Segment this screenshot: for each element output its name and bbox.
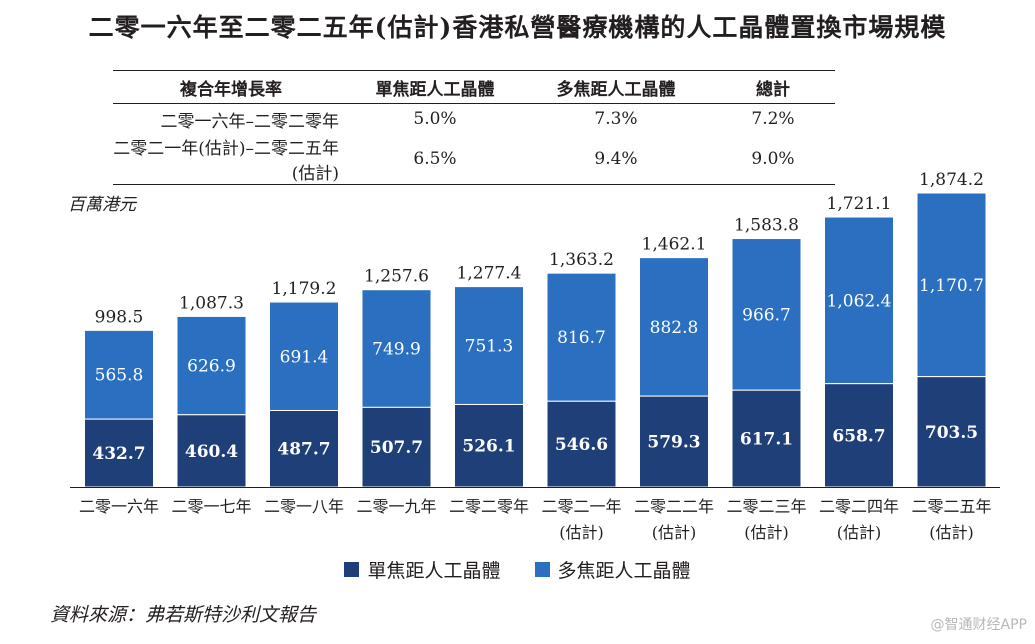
x-tick-label: 二零二四年 [819,497,899,516]
bar-segment-mono [824,383,894,488]
data-label-total: 998.5 [95,307,144,327]
data-label-mono: 658.7 [832,426,885,446]
x-tick-label: (估計) [652,523,697,542]
cagr-row: 二零二一年(估計)–二零二五年(估計) 6.5% 9.4% 9.0% [113,134,835,185]
data-label-mono: 703.5 [925,423,978,443]
bar-segment-mono [84,418,154,488]
x-tick-label: (估計) [929,523,974,542]
cagr-header-label: 複合年增長率 [180,79,282,100]
data-label-total: 1,721.1 [827,194,892,214]
x-tick-label: 二零一九年 [356,497,436,516]
cagr-header-mono: 單焦距人工晶體 [375,79,495,100]
x-tick-label: (估計) [837,523,882,542]
cagr-period: 二零一六年–二零二零年 [160,111,340,132]
data-label-total: 1,583.8 [734,216,799,236]
data-label-total: 1,179.2 [272,279,337,299]
bar-segment-multi [546,272,617,402]
legend-item-multi: 多焦距人工晶體 [534,556,691,583]
legend: 單焦距人工晶體 多焦距人工晶體 [0,556,1035,583]
data-label-total: 1,874.2 [919,170,984,190]
x-tick-label: 二零一七年 [171,497,251,516]
cagr-mono-value: 6.5% [413,149,457,169]
data-label-mono: 526.1 [462,437,515,457]
data-label-mono: 617.1 [740,430,793,450]
data-label-total: 1,363.2 [549,250,614,270]
data-label-total: 1,257.6 [364,267,429,287]
cagr-mono-value: 5.0% [413,109,457,129]
x-tick-label: 二零二二年 [634,497,714,516]
cagr-header-multi: 多焦距人工晶體 [556,79,676,100]
bar-segment-multi [269,301,339,411]
stacked-bar-chart: 432.7 565.8 998.5 二零一六年 460.4 626.9 1,087.3 二零一… [70,170,1000,542]
data-label-multi: 626.9 [187,357,236,377]
data-label-total: 1,087.3 [179,293,244,313]
data-label-multi: 966.7 [742,305,791,325]
data-label-mono: 487.7 [277,440,330,460]
data-label-mono: 507.7 [370,438,423,458]
bar-segment-mono [269,409,339,488]
x-tick-label: 二零一八年 [264,497,344,516]
data-label-mono: 460.4 [185,442,238,462]
data-label-multi: 816.7 [557,328,606,348]
bar-segment-mono [916,376,987,488]
data-label-total: 1,462.1 [642,235,707,255]
bar-segment-multi [176,315,247,416]
bar-segment-mono [546,400,617,488]
x-tick-label: 二零二三年 [726,497,806,516]
cagr-multi-value: 9.4% [594,149,638,169]
x-tick-label: 二零二一年 [541,497,621,516]
bar-segment-mono [361,406,432,488]
bar-segment-mono [639,395,709,488]
data-label-multi: 751.3 [465,337,514,357]
bar-segment-multi [84,329,154,420]
data-label-multi: 691.4 [280,347,329,367]
data-label-multi: 1,170.7 [919,276,984,296]
cagr-period: 二零二一年(估計)–二零二五年(估計) [113,139,339,184]
bar-segment-mono [176,414,247,488]
data-label-mono: 546.6 [555,435,608,455]
data-label-multi: 1,062.4 [827,291,892,311]
legend-label-multi: 多焦距人工晶體 [557,560,691,582]
bar-segment-multi [639,257,709,397]
x-tick-label: 二零一六年 [79,497,159,516]
legend-label-mono: 單焦距人工晶體 [367,560,501,582]
x-tick-label: 二零二零年 [449,497,529,516]
x-tick-label: (估計) [744,523,789,542]
bar-segment-multi [916,192,987,378]
cagr-header-row: 複合年增長率 單焦距人工晶體 多焦距人工晶體 總計 [113,70,835,104]
bar-segment-multi [824,216,894,385]
data-label-multi: 749.9 [372,340,421,360]
legend-swatch-multi [534,562,550,577]
bar-segment-mono [731,389,802,488]
x-tick-label: 二零二五年 [911,497,991,516]
bar-segment-multi [731,238,802,391]
bar-segment-multi [361,289,432,408]
chart-title: 二零一六年至二零二五年(估計)香港私營醫療機構的人工晶體置換市場規模 [88,13,947,42]
legend-swatch-mono [344,562,360,577]
data-label-multi: 565.8 [95,366,144,386]
bar-segment-multi [454,286,524,405]
cagr-total-value: 7.2% [751,109,795,129]
data-label-total: 1,277.4 [457,264,522,284]
x-tick-label: (估計) [559,523,604,542]
data-label-multi: 882.8 [650,318,699,338]
source-note: 資料來源：弗若斯特沙利文報告 [50,604,317,626]
unit-label: 百萬港元 [68,195,136,215]
watermark: @智通财经APP [930,617,1027,633]
legend-item-mono: 單焦距人工晶體 [344,556,501,583]
data-label-mono: 432.7 [92,444,145,464]
data-label-mono: 579.3 [647,433,700,453]
bar-segment-mono [454,403,524,488]
cagr-multi-value: 7.3% [594,109,638,129]
cagr-header-total: 總計 [756,79,790,100]
cagr-table: 複合年增長率 單焦距人工晶體 多焦距人工晶體 總計 二零一六年–二零二零年 5.… [113,70,835,185]
cagr-row: 二零一六年–二零二零年 5.0% 7.3% 7.2% [113,104,835,135]
cagr-total-value: 9.0% [751,149,795,169]
